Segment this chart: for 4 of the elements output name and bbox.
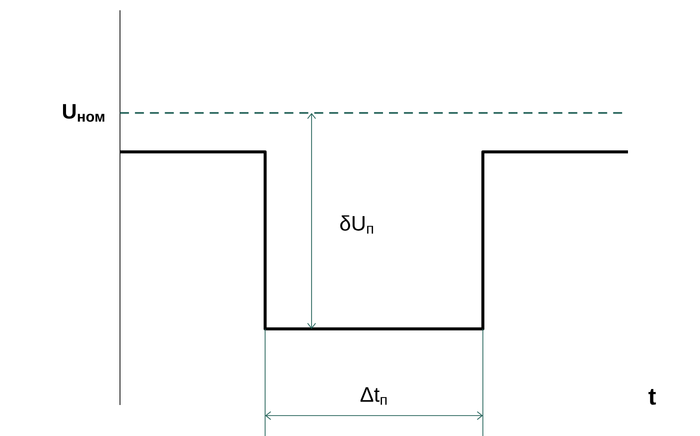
x-axis-title: t [648,388,656,405]
annotation: δU$_{п}$ [340,215,374,234]
ref-line-label: U$_{ном}$ [63,104,104,122]
text: Δt$_{п}$ [360,387,387,405]
